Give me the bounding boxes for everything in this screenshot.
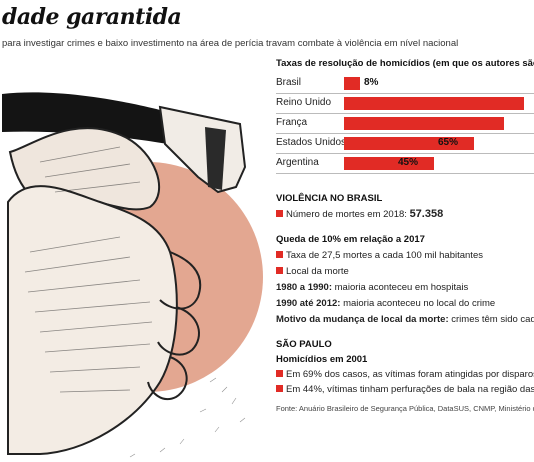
motivo-item: Motivo da mudança de local da morte: cri… <box>276 314 534 325</box>
bullet-square-icon <box>276 251 283 258</box>
sketch-marks <box>129 377 246 458</box>
row-separator <box>276 133 534 134</box>
sp-item-1: Em 69% dos casos, as vítimas foram ating… <box>276 367 534 382</box>
violencia-heading: VIOLÊNCIA NO BRASIL <box>276 193 383 204</box>
bullet-square-icon <box>276 385 283 392</box>
row-separator <box>276 93 534 94</box>
gun-barrel-stripe <box>205 127 226 190</box>
page-subtitle: para investigar crimes e baixo investime… <box>2 38 459 49</box>
sketch-hatching <box>24 146 153 393</box>
sao-paulo-section: SÃO PAULO Homicídios em 2001 Em 69% dos … <box>276 337 534 397</box>
queda-section: Queda de 10% em relação a 2017 Taxa de 2… <box>276 232 534 328</box>
sao-paulo-heading: SÃO PAULO <box>276 339 332 350</box>
category-label: França <box>276 117 308 128</box>
category-label: Reino Unido <box>276 97 332 108</box>
taxa-item: Taxa de 27,5 mortes a cada 100 mil habit… <box>276 248 534 264</box>
period-1980: 1980 a 1990: maioria aconteceu em hospit… <box>276 282 469 293</box>
value-label: 8% <box>364 77 379 88</box>
sao-paulo-subheading: Homicídios em 2001 <box>276 354 368 365</box>
sp-item-2: Em 44%, vítimas tinham perfurações de ba… <box>276 382 534 397</box>
queda-heading: Queda de 10% em relação a 2017 <box>276 234 425 245</box>
value-label: 65% <box>438 137 459 148</box>
category-label: Argentina <box>276 157 319 168</box>
taxa-text: Taxa de 27,5 mortes a cada 100 mil habit… <box>286 250 483 261</box>
finger-outlines <box>147 251 202 401</box>
local-text: Local da morte <box>286 266 349 277</box>
bullet-square-icon <box>276 370 283 377</box>
bar-chart: Brasil 8% Reino Unido França Estados Unidos 6… <box>276 75 534 175</box>
hand-holding-gun-illustration <box>2 92 263 458</box>
category-label: Estados Unidos <box>276 137 347 148</box>
mortes-value: 57.358 <box>409 208 444 220</box>
value-label: 45% <box>398 157 419 168</box>
source-note: Fonte: Anuário Brasileiro de Segurança P… <box>276 404 534 413</box>
period-1990: 1990 até 2012: maioria aconteceu no loca… <box>276 298 496 309</box>
bar <box>344 97 524 110</box>
mortes-item: Número de mortes em 2018: 57.358 <box>276 208 443 220</box>
hand-shape <box>7 185 178 455</box>
page-title: dade garantida <box>2 4 182 30</box>
chart-title: Taxas de resolução de homicídios (em que… <box>276 58 534 69</box>
category-label: Brasil <box>276 77 302 88</box>
bar <box>344 157 434 170</box>
bar <box>344 137 474 150</box>
bar <box>344 117 504 130</box>
local-item: Local da morte <box>276 264 534 280</box>
gun-silhouette <box>2 92 168 144</box>
bar <box>344 77 360 90</box>
info-panel: Taxas de resolução de homicídios (em que… <box>276 58 534 175</box>
row-separator <box>276 153 534 154</box>
bullet-square-icon <box>276 210 283 217</box>
row-separator <box>276 113 534 114</box>
gun-barrel-shape <box>158 105 247 194</box>
bullet-square-icon <box>276 267 283 274</box>
violencia-section: VIOLÊNCIA NO BRASIL Número de mortes em … <box>276 193 443 220</box>
row-separator <box>276 173 534 174</box>
mortes-label: Número de mortes em 2018: <box>286 209 407 220</box>
